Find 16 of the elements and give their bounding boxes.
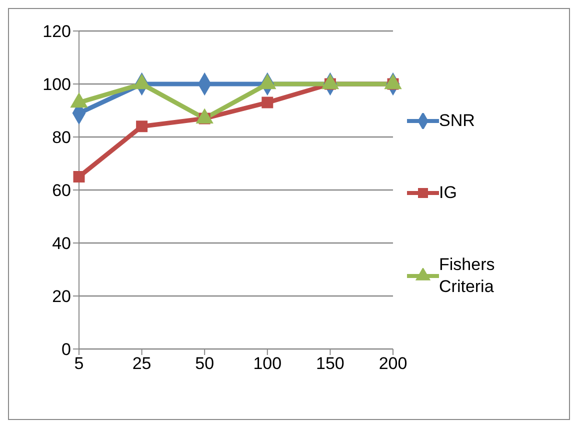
y-tick-label: 0 [62,340,71,360]
y-tick-label: 60 [52,181,71,200]
x-tick-label: 100 [253,354,282,374]
x-tick-label: 25 [132,354,152,374]
y-tick-label: 100 [42,75,71,94]
legend-label: Fishers Criteria [439,254,496,298]
legend-label: IG [439,182,457,204]
legend-label: SNR [439,110,475,132]
y-tick-label: 80 [52,128,71,148]
y-tick-label: 20 [52,287,71,306]
y-tick-label: 120 [42,22,71,42]
x-tick-label: 150 [316,354,344,374]
y-tick-label: 40 [52,234,71,254]
x-tick-label: 200 [378,354,408,374]
x-tick-label: 5 [74,354,84,374]
x-tick-label: 50 [195,354,214,374]
